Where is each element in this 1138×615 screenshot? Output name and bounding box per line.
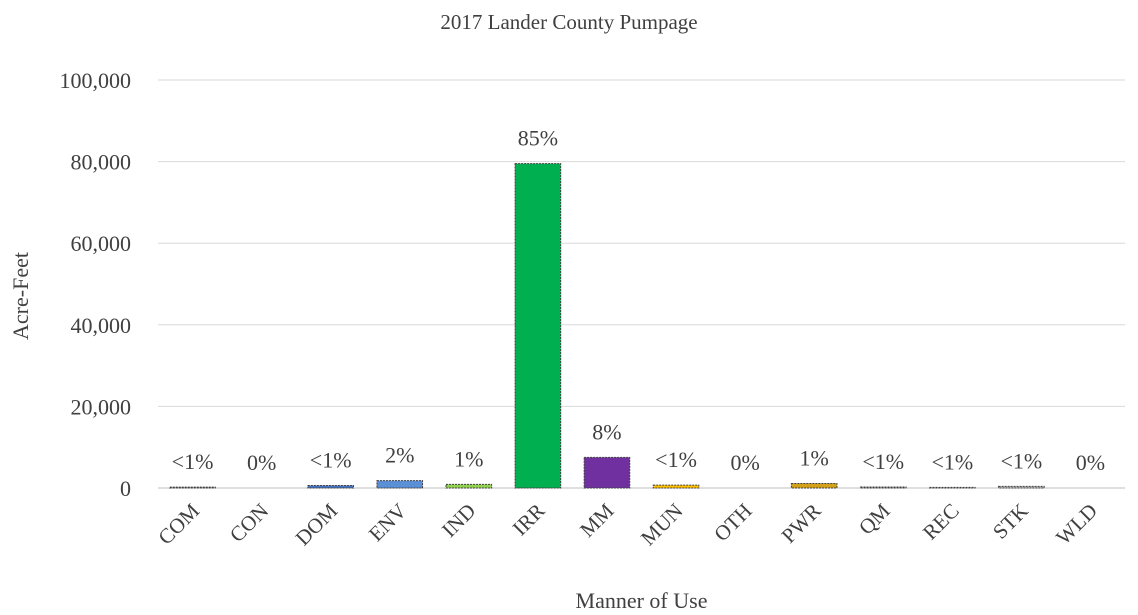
x-tick-label: IRR (508, 499, 550, 541)
chart-title: 2017 Lander County Pumpage (440, 10, 698, 34)
x-tick-label: REC (918, 499, 964, 545)
data-label: <1% (1001, 448, 1043, 473)
x-tick-label: QM (854, 498, 895, 539)
y-tick-label: 80,000 (71, 150, 132, 175)
x-tick-label: MUN (636, 499, 688, 551)
data-label: 8% (592, 419, 621, 444)
x-tick-label: OTH (709, 499, 756, 546)
bar (790, 483, 838, 489)
x-axis-title: Manner of Use (576, 588, 708, 613)
x-tick-label: CON (225, 499, 273, 547)
y-axis-title: Acre-Feet (8, 252, 33, 340)
data-label: <1% (862, 449, 904, 474)
y-tick-label: 60,000 (71, 231, 132, 256)
y-tick-label: 20,000 (71, 394, 132, 419)
x-tick-label: PWR (777, 499, 826, 548)
y-tick-label: 40,000 (71, 313, 132, 338)
bar (998, 485, 1045, 489)
data-label: 2% (385, 443, 414, 468)
x-tick-label: IND (437, 499, 480, 542)
x-tick-label: MM (575, 498, 619, 542)
x-tick-label: ENV (364, 499, 411, 546)
data-label: <1% (655, 447, 697, 472)
bar (169, 486, 216, 489)
bar (376, 480, 424, 489)
bar (445, 483, 493, 489)
data-label: <1% (172, 449, 214, 474)
x-tick-label: DOM (291, 498, 343, 550)
data-label: <1% (310, 448, 352, 473)
bar (583, 456, 631, 489)
x-tick-label: WLD (1051, 499, 1102, 550)
data-label: 0% (1076, 450, 1105, 475)
y-tick-label: 0 (120, 476, 131, 501)
data-label: 85% (518, 126, 558, 151)
bar (929, 486, 976, 489)
data-label: 1% (800, 446, 829, 471)
bar (652, 484, 700, 489)
x-tick-label: COM (153, 498, 204, 549)
data-label: 0% (247, 450, 276, 475)
bar (859, 486, 907, 489)
bar (307, 485, 354, 489)
data-label: 1% (454, 446, 483, 471)
y-tick-label: 100,000 (60, 68, 132, 93)
data-label: 0% (730, 450, 759, 475)
x-tick-label: STK (988, 499, 1033, 544)
data-label: <1% (931, 449, 973, 474)
bar (514, 163, 562, 489)
